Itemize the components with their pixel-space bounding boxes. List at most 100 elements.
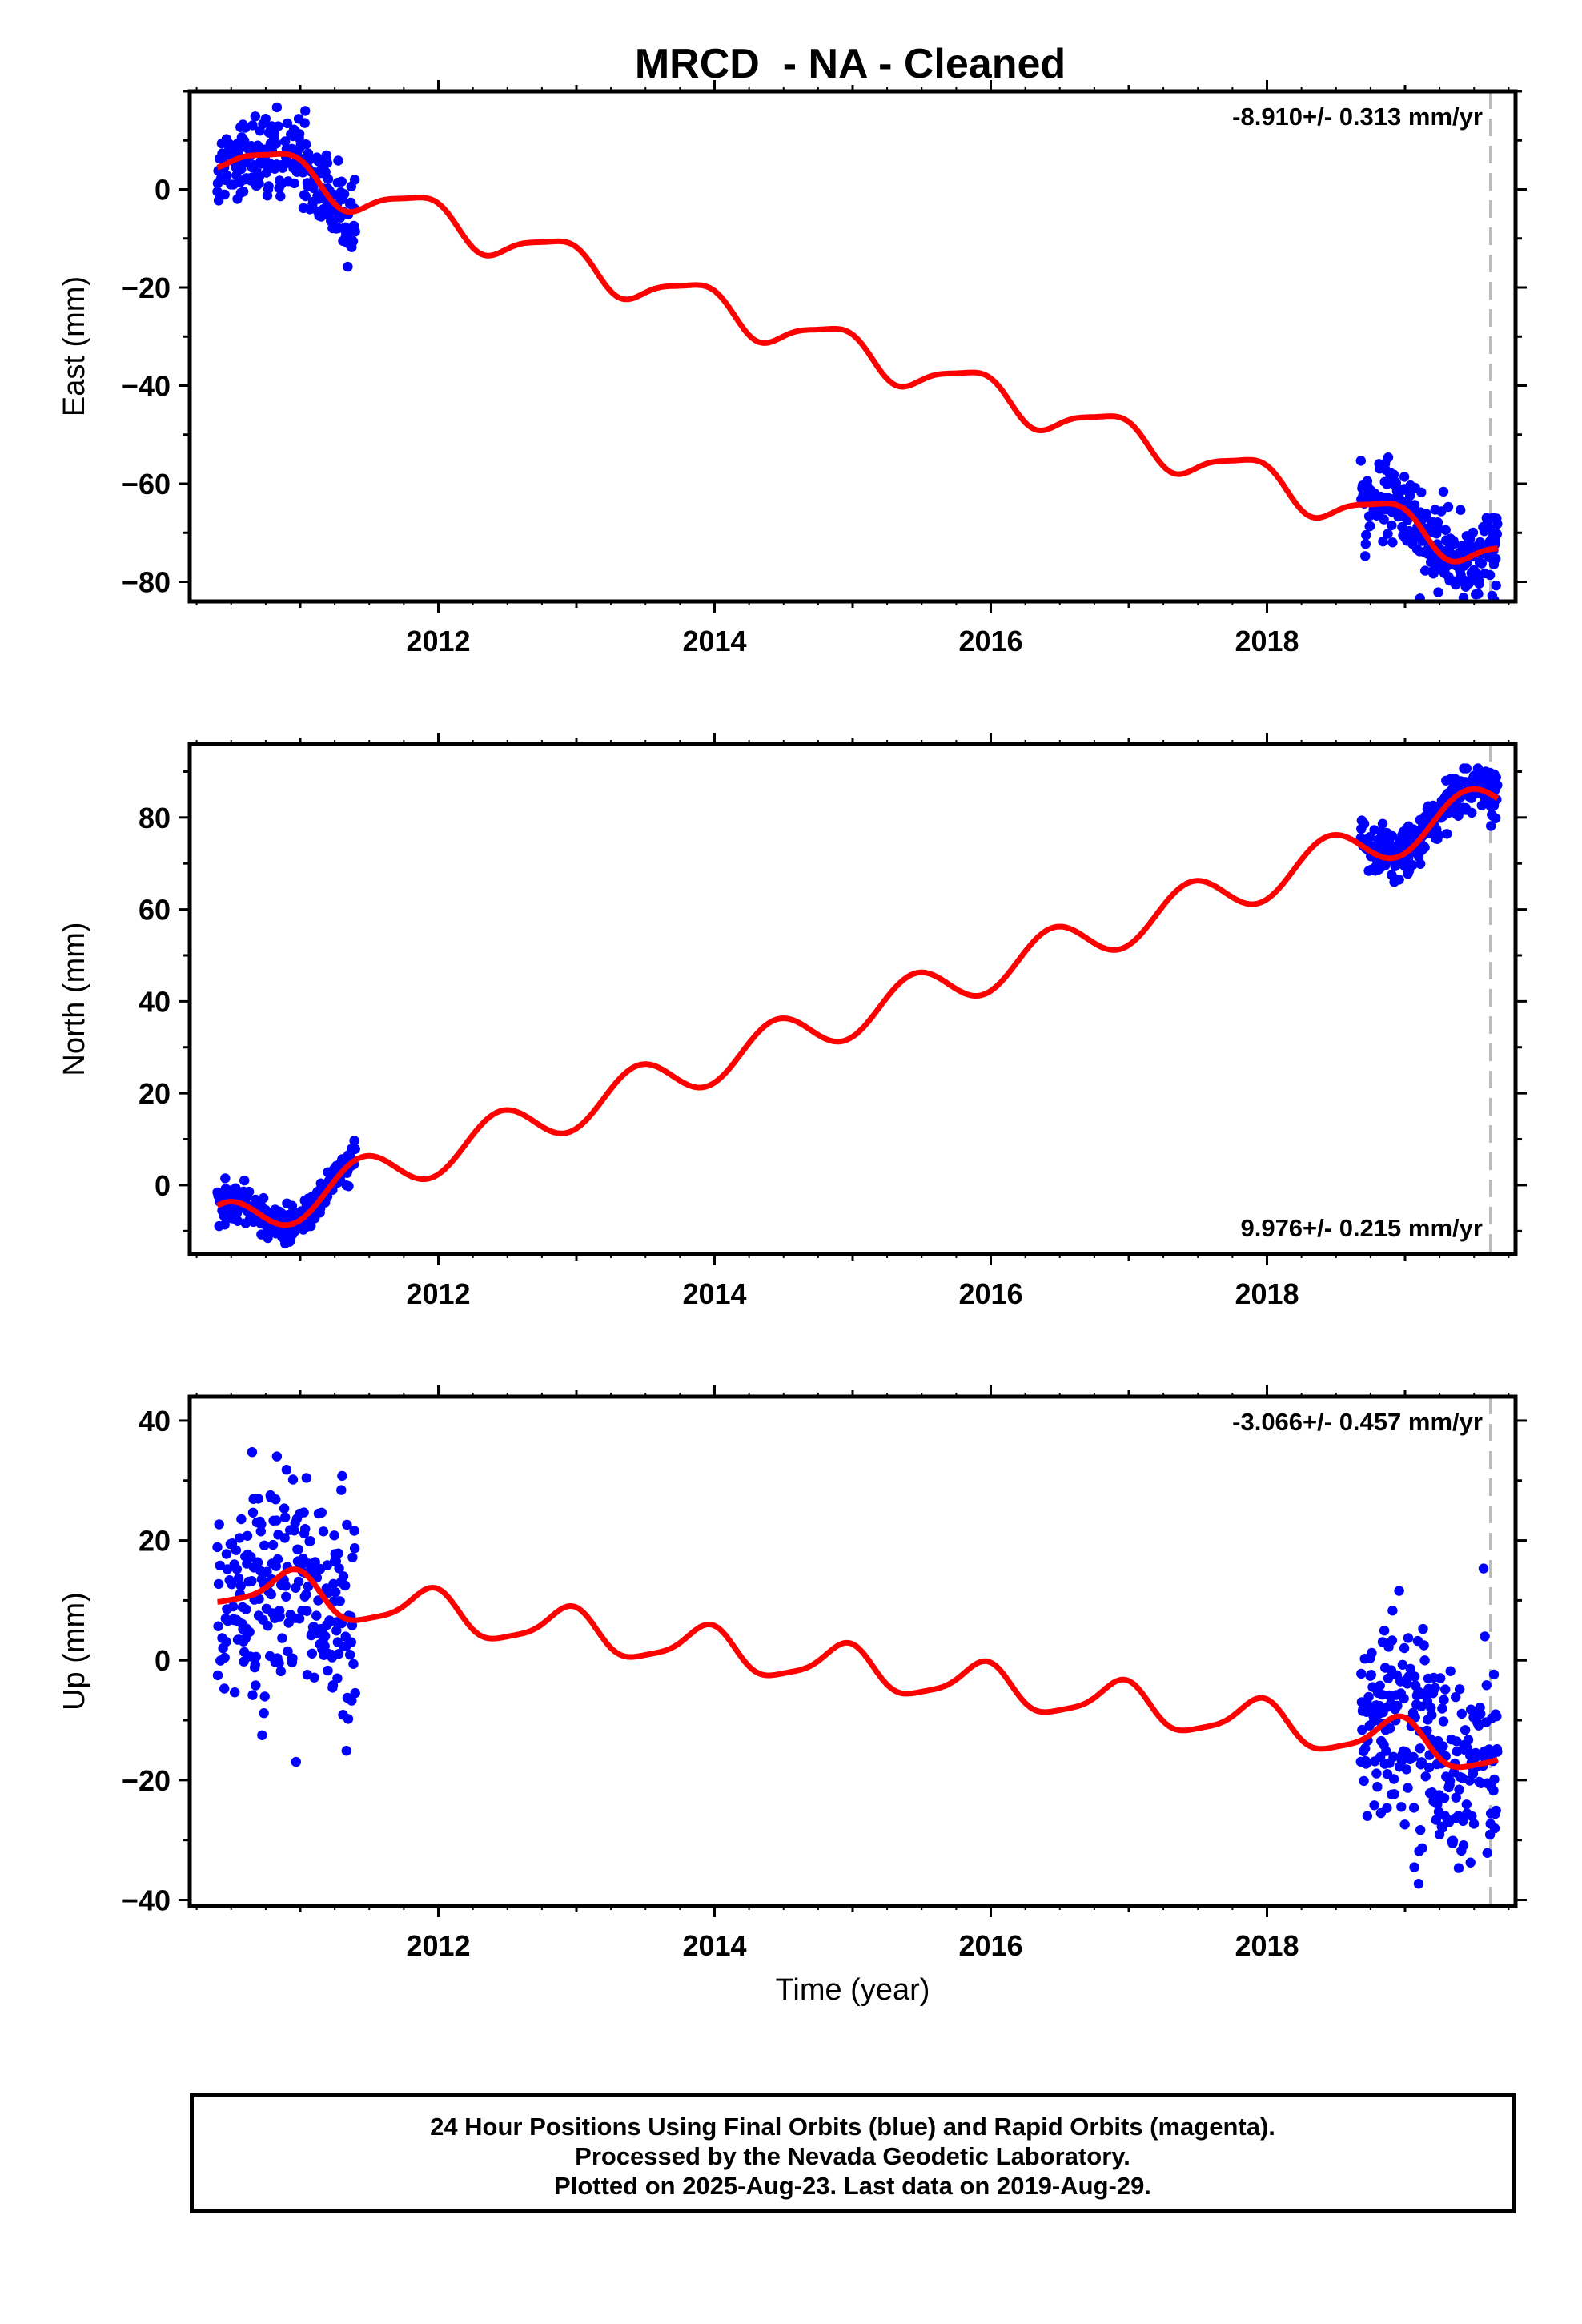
plot-area-up xyxy=(212,1397,1503,1906)
position-point xyxy=(247,1447,258,1458)
position-point xyxy=(1416,1757,1427,1767)
position-point xyxy=(350,1687,360,1699)
position-point xyxy=(1444,1775,1456,1787)
position-point xyxy=(1407,860,1418,870)
position-point xyxy=(1471,1751,1481,1762)
position-point xyxy=(1366,1670,1377,1680)
position-point xyxy=(1397,1659,1408,1670)
position-point xyxy=(289,178,299,189)
position-point xyxy=(1461,1799,1472,1810)
position-point xyxy=(281,1465,292,1475)
position-point xyxy=(281,1591,291,1602)
position-point xyxy=(347,1552,358,1562)
position-point xyxy=(1476,558,1488,569)
x-tick-label: 2014 xyxy=(682,1929,746,1962)
position-point xyxy=(1381,1746,1391,1756)
velocity-annotation-east: -8.910+/- 0.313 mm/yr xyxy=(1232,103,1483,131)
position-point xyxy=(1474,578,1484,589)
position-point xyxy=(1394,1586,1404,1596)
position-point xyxy=(279,1503,290,1514)
position-point xyxy=(266,1589,276,1600)
position-point xyxy=(1489,1823,1500,1834)
position-point xyxy=(241,1604,251,1614)
position-point xyxy=(287,1474,299,1485)
position-point xyxy=(1491,1805,1501,1816)
position-point xyxy=(1439,1793,1450,1803)
position-point xyxy=(341,1746,351,1756)
position-point xyxy=(1445,1666,1456,1676)
y-tick-label: −20 xyxy=(122,1764,171,1797)
position-point xyxy=(1443,501,1454,513)
y-tick-label: 80 xyxy=(139,802,171,834)
x-tick-label: 2018 xyxy=(1235,625,1299,657)
model-fit-curve-east xyxy=(215,151,1500,565)
position-point xyxy=(271,102,283,113)
position-point xyxy=(1388,1774,1399,1784)
position-point xyxy=(1387,830,1398,842)
position-point xyxy=(1433,587,1443,597)
position-point xyxy=(291,1756,301,1767)
footer-line-2: Processed by the Nevada Geodetic Laborat… xyxy=(575,2142,1130,2170)
x-tick-label: 2012 xyxy=(406,1277,470,1310)
position-point xyxy=(263,181,274,191)
position-point xyxy=(313,156,323,167)
position-point xyxy=(1433,830,1444,841)
position-point xyxy=(1392,1700,1403,1711)
position-point xyxy=(261,167,272,178)
velocity-annotation-up: -3.066+/- 0.457 mm/yr xyxy=(1232,1408,1483,1436)
x-axis-label: Time (year) xyxy=(776,1973,930,2007)
position-point xyxy=(274,1658,284,1668)
position-point xyxy=(271,1451,283,1462)
position-point xyxy=(1401,1764,1412,1775)
position-point xyxy=(1383,1690,1395,1701)
position-point xyxy=(1399,1819,1410,1830)
plot-area-north xyxy=(212,744,1503,1254)
x-tick-label: 2014 xyxy=(682,625,746,657)
y-tick-label: −20 xyxy=(122,271,171,304)
position-point xyxy=(1452,1746,1463,1757)
footer-note-box: 24 Hour Positions Using Final Orbits (bl… xyxy=(190,2093,1516,2213)
position-point xyxy=(1388,1751,1399,1762)
position-point xyxy=(1360,551,1371,561)
position-point xyxy=(1492,1711,1502,1722)
position-point xyxy=(1365,521,1375,532)
position-point xyxy=(1359,1775,1369,1787)
y-tick-label: −60 xyxy=(122,468,171,501)
position-point xyxy=(1417,1843,1427,1853)
position-point xyxy=(227,1601,239,1612)
position-point xyxy=(1442,829,1452,839)
position-point xyxy=(337,1470,347,1482)
position-point xyxy=(331,1587,341,1598)
position-points-east-1 xyxy=(212,102,360,272)
position-point xyxy=(272,1554,283,1565)
position-point xyxy=(221,1549,232,1559)
footer-line-3: Plotted on 2025-Aug-23. Last data on 201… xyxy=(554,2172,1151,2200)
position-point xyxy=(1418,1623,1428,1634)
position-point xyxy=(1421,509,1432,519)
position-point xyxy=(1383,452,1394,463)
x-tick-label: 2016 xyxy=(958,1929,1022,1962)
position-point xyxy=(283,1646,293,1657)
position-point xyxy=(217,153,228,163)
position-point xyxy=(1368,1715,1379,1727)
position-point xyxy=(258,1192,269,1204)
position-point xyxy=(349,1136,359,1146)
position-point xyxy=(335,1596,345,1606)
model-fit-curve-north xyxy=(215,786,1500,1228)
position-point xyxy=(1451,1691,1461,1703)
position-point xyxy=(1491,553,1501,564)
position-point xyxy=(1415,1743,1425,1754)
position-point xyxy=(213,1578,224,1590)
position-point xyxy=(1452,1736,1462,1747)
position-point xyxy=(301,1473,311,1483)
position-point xyxy=(1468,1819,1480,1829)
position-point xyxy=(316,1507,327,1518)
position-point xyxy=(1419,842,1430,853)
position-point xyxy=(1488,1785,1499,1796)
position-point xyxy=(1394,875,1404,885)
position-point xyxy=(282,118,293,129)
position-point xyxy=(307,1648,318,1659)
position-point xyxy=(1484,569,1496,581)
position-point xyxy=(311,1610,322,1621)
